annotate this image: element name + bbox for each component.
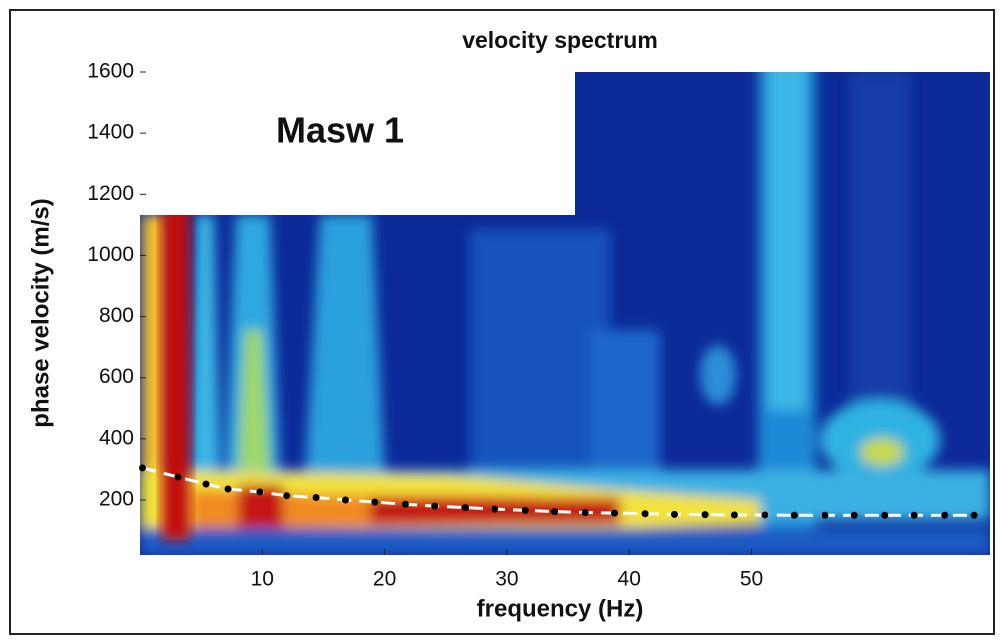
curve-point — [611, 509, 619, 517]
y-tick-label: 1600 — [87, 60, 134, 83]
curve-point — [821, 511, 829, 519]
curve-point — [341, 496, 349, 504]
curve-point — [941, 511, 949, 519]
curve-point — [401, 500, 409, 508]
y-tick-label: 400 — [99, 426, 134, 449]
curve-point — [551, 508, 559, 516]
curve-point — [312, 494, 320, 502]
curve-point — [641, 510, 649, 518]
y-tick-label: 1000 — [87, 243, 134, 266]
curve-point — [461, 504, 469, 512]
x-axis-label: frequency (Hz) — [477, 595, 644, 622]
curve-point — [224, 485, 232, 493]
x-tick-label: 40 — [618, 568, 641, 591]
curve-point — [521, 506, 529, 514]
curve-point — [283, 492, 291, 500]
y-tick-label: 1400 — [87, 121, 134, 144]
curve-point — [256, 488, 264, 496]
curve-point — [970, 511, 978, 519]
curve-point — [174, 473, 182, 481]
curve-point — [138, 464, 146, 472]
annotation-box — [140, 72, 575, 215]
curve-point — [850, 511, 858, 519]
curve-point — [431, 502, 439, 510]
curve-point — [670, 510, 678, 518]
curve-point — [202, 480, 210, 488]
chart-title: velocity spectrum — [462, 27, 658, 53]
x-tick-label: 50 — [740, 568, 763, 591]
y-axis-label: phase velocity (m/s) — [27, 198, 54, 427]
x-tick-label: 20 — [373, 568, 396, 591]
curve-point — [371, 498, 379, 506]
x-tick-label: 30 — [495, 568, 518, 591]
curve-point — [910, 511, 918, 519]
x-tick-label: 10 — [251, 568, 274, 591]
curve-point — [881, 511, 889, 519]
curve-point — [581, 509, 589, 517]
curve-line — [142, 466, 975, 517]
curve-point — [761, 511, 769, 519]
y-tick-label: 1200 — [87, 182, 134, 205]
curve-point — [790, 511, 798, 519]
curve-point — [730, 511, 738, 519]
curve-point — [491, 505, 499, 513]
y-tick-label: 600 — [99, 365, 134, 388]
y-tick-label: 800 — [99, 304, 134, 327]
annotation: Masw 1 — [276, 110, 404, 151]
y-tick-label: 200 — [99, 488, 134, 511]
curve-point — [701, 511, 709, 519]
